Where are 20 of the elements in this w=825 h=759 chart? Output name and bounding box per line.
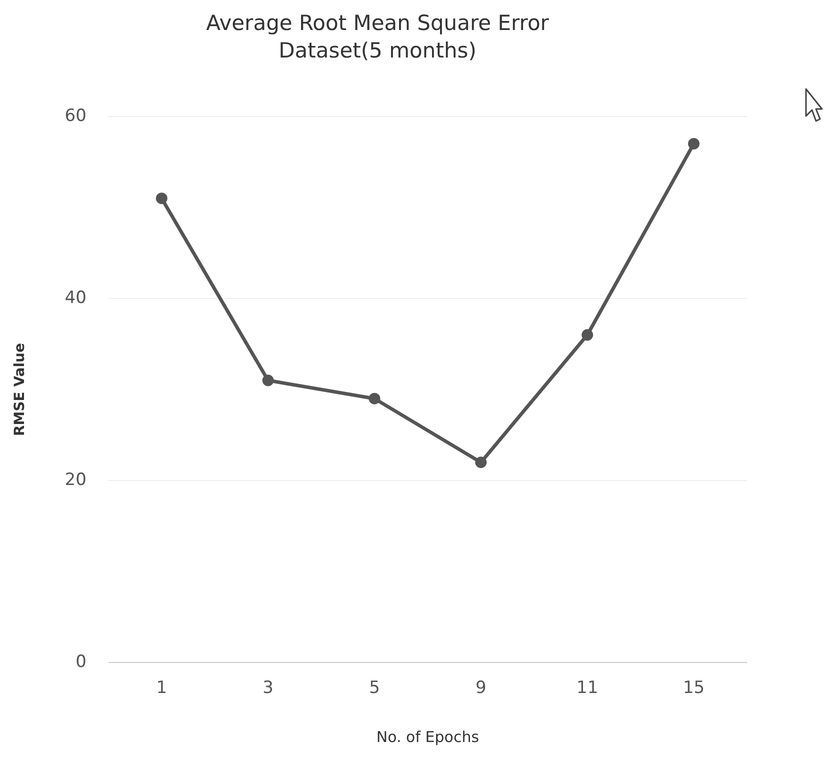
y-tick-label: 60 <box>64 106 86 126</box>
point <box>262 374 274 386</box>
chart-title: Average Root Mean Square Error <box>206 11 550 36</box>
x-tick-label: 11 <box>576 678 598 698</box>
y-tick-label: 20 <box>64 470 86 490</box>
y-tick-label: 0 <box>76 652 86 672</box>
point <box>688 138 700 150</box>
x-tick-label: 3 <box>262 678 274 698</box>
y-axis-title: RMSE Value <box>12 342 28 436</box>
x-tick-label: 5 <box>369 678 380 698</box>
x-tick-label: 1 <box>156 678 168 698</box>
point <box>475 456 487 468</box>
x-tick-label: 9 <box>476 678 486 698</box>
x-axis-title: No. of Epochs <box>376 728 480 746</box>
point <box>582 329 594 341</box>
x-tick-label: 15 <box>682 678 705 698</box>
point <box>156 192 168 204</box>
point <box>368 392 380 404</box>
chart-subtitle: Dataset(5 months) <box>278 38 476 62</box>
y-tick-label: 40 <box>64 288 86 308</box>
